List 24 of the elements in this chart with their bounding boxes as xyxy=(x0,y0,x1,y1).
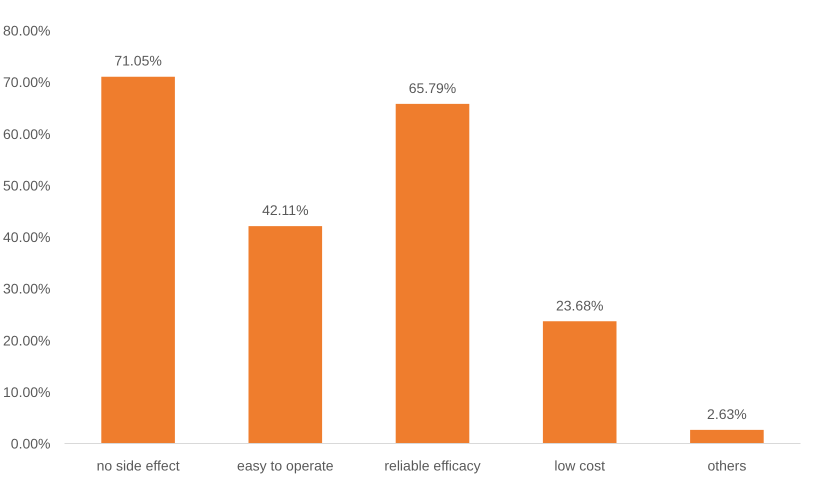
x-tick-label: low cost xyxy=(554,458,606,474)
x-tick-label: reliable efficacy xyxy=(384,458,481,474)
y-tick-label: 10.00% xyxy=(3,384,50,400)
data-label: 42.11% xyxy=(262,202,309,218)
y-tick-label: 60.00% xyxy=(3,126,50,142)
bar xyxy=(396,104,470,444)
y-tick-label: 0.00% xyxy=(10,436,51,452)
data-label: 2.63% xyxy=(707,406,747,422)
x-tick-label: no side effect xyxy=(96,458,180,474)
y-tick-label: 30.00% xyxy=(3,280,50,297)
y-tick-label: 70.00% xyxy=(3,74,50,90)
data-label: 23.68% xyxy=(556,297,604,314)
y-tick-label: 40.00% xyxy=(3,229,50,245)
bar xyxy=(690,430,764,444)
y-tick-label: 80.00% xyxy=(3,22,50,38)
y-tick-label: 20.00% xyxy=(3,332,50,348)
bar xyxy=(542,321,616,444)
y-tick-label: 50.00% xyxy=(3,177,50,194)
data-label: 71.05% xyxy=(114,52,162,69)
bar xyxy=(248,226,322,444)
bar xyxy=(101,76,175,444)
x-tick-label: easy to operate xyxy=(237,458,334,474)
x-tick-label: others xyxy=(707,458,746,474)
data-label: 65.79% xyxy=(408,80,456,96)
